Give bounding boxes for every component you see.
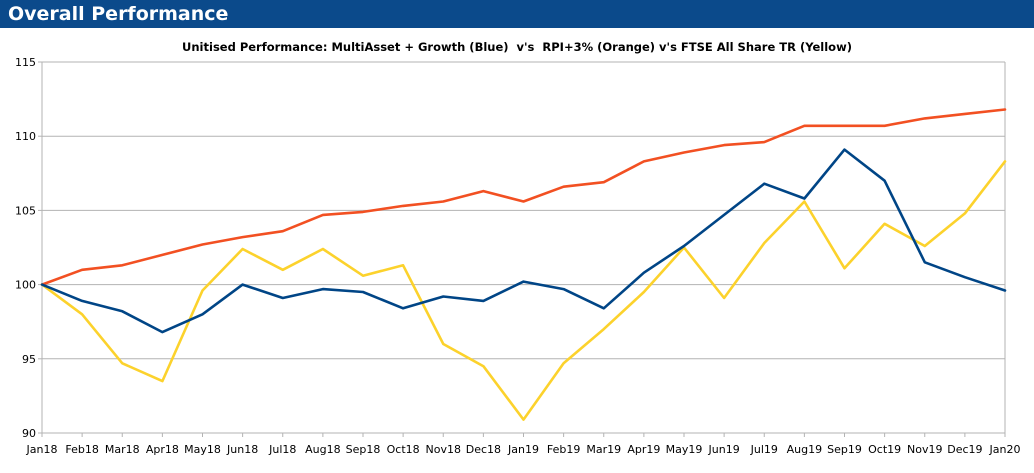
xtick-label: Jun19 <box>708 443 740 456</box>
xtick-label: Jul18 <box>268 443 296 456</box>
axes <box>38 61 1006 437</box>
series-line-2 <box>40 148 1007 334</box>
xtick-label: Sep19 <box>827 443 862 456</box>
ytick-label: 95 <box>22 353 36 366</box>
xtick-label: Nov18 <box>426 443 461 456</box>
xtick-label: Nov19 <box>907 443 942 456</box>
ytick-label: 115 <box>15 56 36 69</box>
ytick-label: 100 <box>15 279 36 292</box>
header-bar: Overall Performance <box>0 0 1034 28</box>
xtick-label: Aug18 <box>305 443 340 456</box>
series-line-0 <box>40 108 1007 286</box>
xtick-label: Oct19 <box>868 443 901 456</box>
ytick-label: 105 <box>15 204 36 217</box>
xtick-label: Mar19 <box>586 443 621 456</box>
series-line-1 <box>40 160 1007 421</box>
header-title: Overall Performance <box>8 3 229 25</box>
xtick-label: Sep18 <box>346 443 381 456</box>
xtick-label: Apr18 <box>146 443 179 456</box>
xtick-label: May18 <box>184 443 221 456</box>
tick-labels: 90 95 100 105 110 115 Jan18 Feb18 Mar18 Apr18 May1… <box>15 56 1020 456</box>
xtick-label: Jan19 <box>507 443 539 456</box>
xtick-label: Mar18 <box>105 443 140 456</box>
xtick-label: Apr19 <box>627 443 660 456</box>
ytick-label: 110 <box>15 130 36 143</box>
ytick-label: 90 <box>22 427 36 440</box>
xtick-label: Jan18 <box>26 443 58 456</box>
xtick-label: Jul19 <box>750 443 778 456</box>
chart-title: Unitised Performance: MultiAsset + Growt… <box>182 40 852 54</box>
xtick-label: May19 <box>666 443 703 456</box>
xtick-label: Oct18 <box>387 443 420 456</box>
xtick-label: Aug19 <box>787 443 822 456</box>
xtick-label: Dec18 <box>466 443 501 456</box>
xtick-label: Feb18 <box>65 443 98 456</box>
xtick-label: Jun18 <box>226 443 258 456</box>
xtick-label: Feb19 <box>547 443 580 456</box>
xtick-label: Jan20 <box>989 443 1021 456</box>
series-lines <box>40 108 1007 421</box>
xtick-label: Dec19 <box>947 443 982 456</box>
